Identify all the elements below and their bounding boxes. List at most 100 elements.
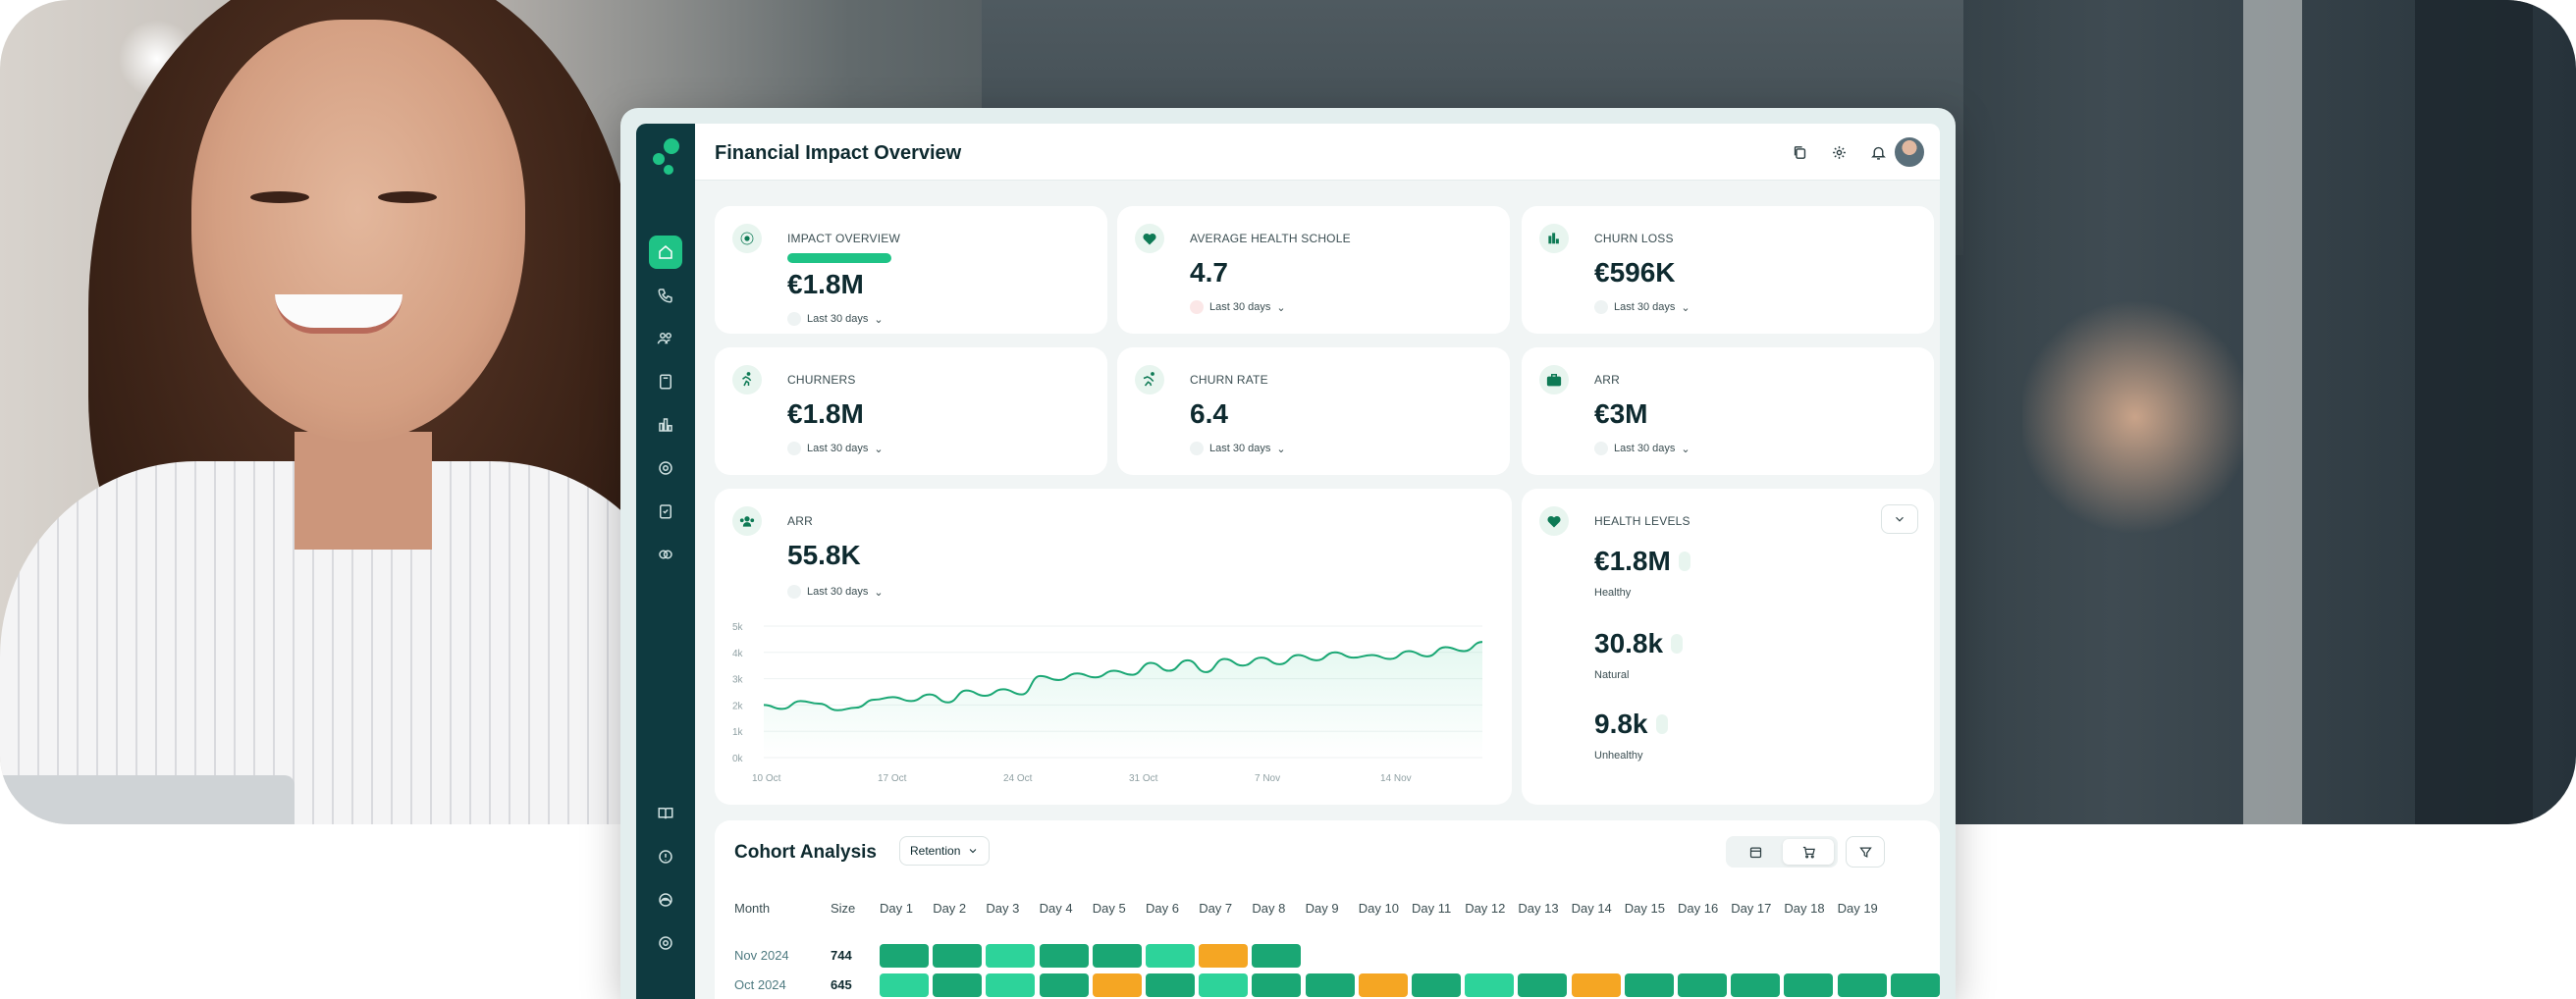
column-day: Day 6 <box>1146 901 1179 916</box>
cohort-cell[interactable] <box>1039 973 1089 997</box>
nav-discord-icon[interactable] <box>649 883 682 917</box>
filter-button[interactable] <box>1846 836 1885 868</box>
bell-icon[interactable] <box>1865 139 1891 165</box>
health-level-caption: Natural <box>1594 669 1630 681</box>
calendar-icon <box>1749 847 1761 858</box>
cohort-cell[interactable] <box>1305 973 1355 997</box>
health-levels-card: HEALTH LEVELS €1.8M Healthy 30.8k Natural 9.… <box>1522 489 1934 805</box>
nav-home-icon[interactable] <box>649 236 682 269</box>
kpi-label: CHURN LOSS <box>1594 232 1674 245</box>
cart-view-button[interactable] <box>1783 839 1834 865</box>
page-title: Financial Impact Overview <box>715 142 962 164</box>
kpi-period-dropdown[interactable]: Last 30 days ⌄ <box>787 442 884 455</box>
calendar-view-button[interactable] <box>1730 839 1781 865</box>
y-tick-label: 2k <box>732 701 744 711</box>
health-levels-label: HEALTH LEVELS <box>1594 514 1690 528</box>
kpi-value: €1.8M <box>787 269 864 299</box>
dashboard-app: Financial Impact Overview IMPACT OVERVIE… <box>636 124 1940 999</box>
health-level-caption: Healthy <box>1594 587 1632 599</box>
nav-support-icon[interactable] <box>649 926 682 960</box>
cohort-cell[interactable] <box>880 944 929 968</box>
arr-area-chart: 5k 4k 3k 2k 1k 0k 10 Oct 17 Oct 24 Oct 31 Oct 7 No… <box>732 622 1483 784</box>
y-tick-label: 1k <box>732 727 744 738</box>
x-tick-label: 17 Oct <box>878 773 907 784</box>
cohort-cell[interactable] <box>1092 973 1142 997</box>
kpi-label: CHURN RATE <box>1190 373 1268 387</box>
x-tick-label: 31 Oct <box>1129 773 1158 784</box>
cohort-cell[interactable] <box>1890 973 1940 997</box>
kpi-period-dropdown[interactable]: Last 30 days ⌄ <box>787 312 884 326</box>
cohort-cell[interactable] <box>1358 973 1408 997</box>
cohort-cell[interactable] <box>1465 973 1515 997</box>
cohort-cell[interactable] <box>1199 944 1249 968</box>
nav-phone-icon[interactable] <box>649 279 682 312</box>
column-day: Day 19 <box>1837 901 1878 916</box>
cohort-cell[interactable] <box>1412 973 1461 997</box>
nav-book-icon[interactable] <box>649 365 682 398</box>
column-month: Month <box>734 901 771 916</box>
cohort-cell[interactable] <box>1146 944 1195 968</box>
kpi-label: IMPACT OVERVIEW <box>787 232 901 245</box>
column-day: Day 14 <box>1571 901 1612 916</box>
cohort-cell[interactable] <box>986 944 1036 968</box>
cohort-cell[interactable] <box>933 944 983 968</box>
column-day: Day 16 <box>1678 901 1719 916</box>
nav-users-icon[interactable] <box>649 322 682 355</box>
gear-icon[interactable] <box>1826 139 1852 165</box>
nav-target-icon[interactable] <box>649 451 682 485</box>
cohort-row-size: 645 <box>831 977 852 992</box>
arr-chart-value: 55.8K <box>787 540 861 570</box>
kpi-value: €1.8M <box>787 398 864 429</box>
cohort-cell[interactable] <box>1146 973 1195 997</box>
cohort-cell[interactable] <box>880 973 929 997</box>
nav-link-icon[interactable] <box>649 538 682 571</box>
health-level-indicator <box>1678 552 1690 571</box>
nav-clipboard-icon[interactable] <box>649 495 682 528</box>
arr-chart-period[interactable]: Last 30 days ⌄ <box>787 585 884 599</box>
heart-pulse-icon <box>1135 224 1164 253</box>
cohort-cell[interactable] <box>933 973 983 997</box>
briefcase-icon <box>1539 365 1569 394</box>
nav-help-icon[interactable] <box>649 840 682 873</box>
cohort-cell[interactable] <box>1837 973 1887 997</box>
avatar[interactable] <box>1893 135 1926 169</box>
cohort-cell[interactable] <box>1784 973 1834 997</box>
cohort-cell[interactable] <box>1518 973 1568 997</box>
kpi-period-dropdown[interactable]: Last 30 days ⌄ <box>1594 300 1690 314</box>
cohort-cell[interactable] <box>1252 944 1302 968</box>
cohort-cell[interactable] <box>1731 973 1781 997</box>
cohort-cell[interactable] <box>986 973 1036 997</box>
health-level-indicator <box>1655 714 1668 734</box>
column-day: Day 15 <box>1624 901 1665 916</box>
cohort-cell[interactable] <box>1678 973 1727 997</box>
cohort-row-month: Nov 2024 <box>734 948 789 963</box>
kpi-period-dropdown[interactable]: Last 30 days ⌄ <box>1190 300 1286 314</box>
cohort-cell[interactable] <box>1092 944 1142 968</box>
kpi-value: 6.4 <box>1190 398 1228 429</box>
health-level-value: 9.8k <box>1594 709 1648 739</box>
chevron-down-icon <box>1896 516 1904 522</box>
cohort-title: Cohort Analysis <box>734 842 877 863</box>
x-tick-label: 14 Nov <box>1380 773 1412 784</box>
nav-bar-chart-icon[interactable] <box>649 408 682 442</box>
column-day: Day 12 <box>1465 901 1506 916</box>
cohort-cell[interactable] <box>1571 973 1621 997</box>
cohort-cell[interactable] <box>1199 973 1249 997</box>
cohort-cell[interactable] <box>1624 973 1674 997</box>
cohort-metric-select[interactable]: Retention <box>899 836 990 866</box>
nav-docs-icon[interactable] <box>649 797 682 830</box>
cohort-analysis-card: Cohort Analysis Retention Month Size Day… <box>715 820 1940 999</box>
kpi-period-dropdown[interactable]: Last 30 days ⌄ <box>1594 442 1690 455</box>
column-day: Day 8 <box>1252 901 1286 916</box>
chevron-down-icon <box>969 849 977 854</box>
cohort-cell[interactable] <box>1039 944 1089 968</box>
health-levels-dropdown-button[interactable] <box>1881 504 1918 534</box>
x-tick-label: 7 Nov <box>1255 773 1280 784</box>
kpi-period-dropdown[interactable]: Last 30 days ⌄ <box>1190 442 1286 455</box>
health-level-row: 9.8k Unhealthy <box>1594 709 1668 762</box>
column-day: Day 10 <box>1358 901 1399 916</box>
copy-icon[interactable] <box>1787 139 1812 165</box>
cohort-cell[interactable] <box>1252 973 1302 997</box>
health-level-row: 30.8k Natural <box>1594 628 1684 681</box>
